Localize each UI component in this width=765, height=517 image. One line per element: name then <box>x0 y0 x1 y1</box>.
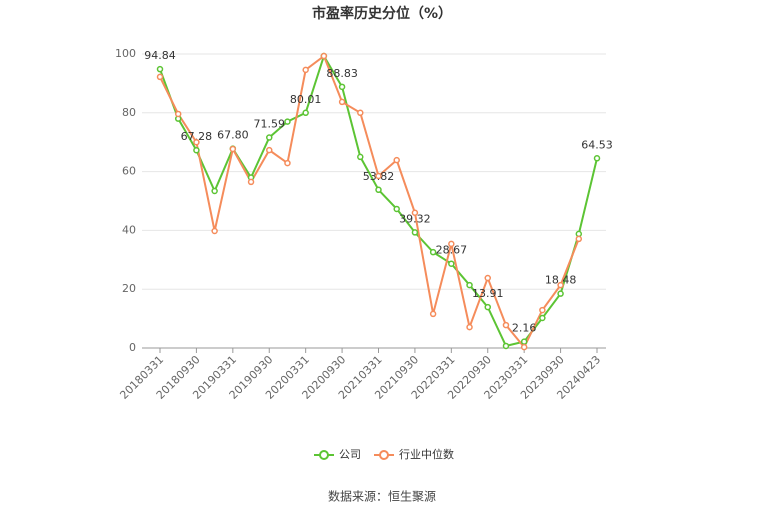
point <box>284 118 291 125</box>
point <box>429 248 437 256</box>
point <box>266 134 273 141</box>
point <box>411 229 419 236</box>
legend-marker <box>319 450 329 460</box>
point <box>502 342 510 350</box>
data-label: 80.01 <box>290 93 322 106</box>
data-label: 28.67 <box>436 244 468 257</box>
point <box>156 73 164 81</box>
point <box>429 310 437 318</box>
data-label: 2.16 <box>512 322 537 335</box>
point <box>484 303 491 311</box>
point <box>266 146 273 154</box>
point <box>484 274 491 282</box>
y-tick-label: 40 <box>122 223 136 236</box>
point <box>229 145 237 153</box>
data-label: 13.91 <box>472 287 504 300</box>
point <box>357 153 364 161</box>
data-label: 64.53 <box>581 138 613 151</box>
data-label: 67.28 <box>181 130 213 143</box>
data-label: 39.32 <box>399 212 431 225</box>
point <box>320 52 328 60</box>
point <box>156 65 164 73</box>
data-label: 71.59 <box>254 118 286 131</box>
point <box>357 109 364 117</box>
point <box>375 172 382 180</box>
series-line <box>159 54 580 349</box>
point <box>593 155 601 162</box>
point <box>393 156 400 164</box>
series-line <box>159 53 598 348</box>
point <box>411 209 419 217</box>
point <box>193 138 200 146</box>
y-tick-label: 20 <box>122 282 136 295</box>
point <box>247 178 255 186</box>
point <box>539 314 546 322</box>
point <box>520 338 528 345</box>
point <box>466 281 473 289</box>
point <box>520 343 528 351</box>
y-tick-label: 60 <box>122 165 136 178</box>
point <box>448 240 455 248</box>
point <box>375 186 382 194</box>
point <box>575 235 583 243</box>
y-tick-label: 0 <box>129 341 136 354</box>
data-label: 94.84 <box>144 49 176 62</box>
point <box>448 260 455 267</box>
point <box>466 323 473 331</box>
point <box>284 159 291 167</box>
y-tick-label: 100 <box>115 47 136 60</box>
point <box>174 110 182 118</box>
point <box>302 109 309 117</box>
point <box>302 66 309 74</box>
data-label: 18.48 <box>545 274 577 287</box>
data-label: 88.83 <box>326 67 358 80</box>
data-label: 67.80 <box>217 129 249 142</box>
point <box>539 306 546 314</box>
point <box>393 205 400 213</box>
point <box>338 98 346 106</box>
legend-label: 公司 <box>339 448 361 461</box>
point <box>557 290 564 297</box>
point <box>338 83 346 91</box>
point <box>502 321 510 329</box>
legend-marker <box>379 450 389 460</box>
legend-label: 行业中位数 <box>399 447 454 461</box>
point <box>211 187 218 195</box>
chart-title: 市盈率历史分位（%） <box>312 5 452 22</box>
source-note: 数据来源：恒生聚源 <box>328 489 436 504</box>
point <box>193 146 200 154</box>
y-tick-label: 80 <box>122 106 136 119</box>
point <box>557 281 564 289</box>
point <box>211 227 218 235</box>
